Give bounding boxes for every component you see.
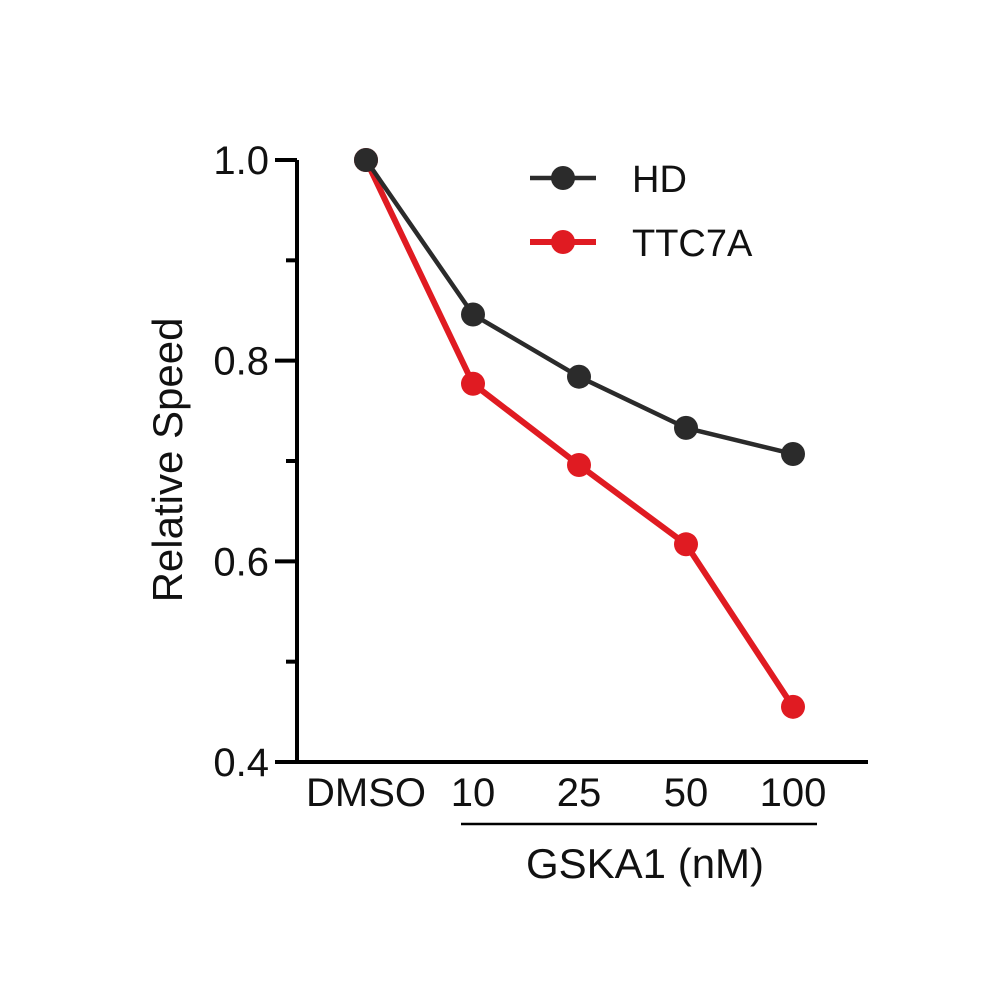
axes: 0.4 0.6 0.8 1.0 DMSO 10 25 50 100 (213, 139, 868, 826)
legend-marker (551, 166, 575, 190)
x-tick-label: 10 (451, 771, 496, 815)
data-point (674, 532, 698, 557)
x-tick-label: 25 (557, 771, 602, 815)
data-point (781, 694, 805, 719)
x-tick-label: 100 (760, 771, 827, 815)
series-hd (354, 148, 805, 466)
y-tick-label: 0.4 (213, 741, 269, 785)
data-point (461, 371, 485, 396)
legend: HD TTC7A (530, 159, 753, 265)
data-point (354, 148, 378, 172)
series-line (364, 158, 794, 457)
legend-label: HD (632, 159, 687, 201)
series-group (354, 148, 805, 719)
y-axis-title: Relative Speed (144, 318, 191, 603)
data-point (567, 453, 591, 478)
x-axis-title: GSKA1 (nM) (526, 840, 764, 887)
y-tick-label: 0.8 (213, 340, 269, 384)
x-tick-label: DMSO (306, 771, 426, 815)
x-tick-label: 50 (664, 771, 709, 815)
legend-label: TTC7A (632, 223, 753, 265)
data-point (781, 441, 805, 466)
data-point (567, 364, 591, 389)
data-point (461, 302, 485, 327)
y-tick-label: 0.6 (213, 540, 269, 584)
data-point (674, 415, 698, 440)
legend-marker (551, 230, 575, 254)
y-tick-label: 1.0 (213, 139, 269, 183)
